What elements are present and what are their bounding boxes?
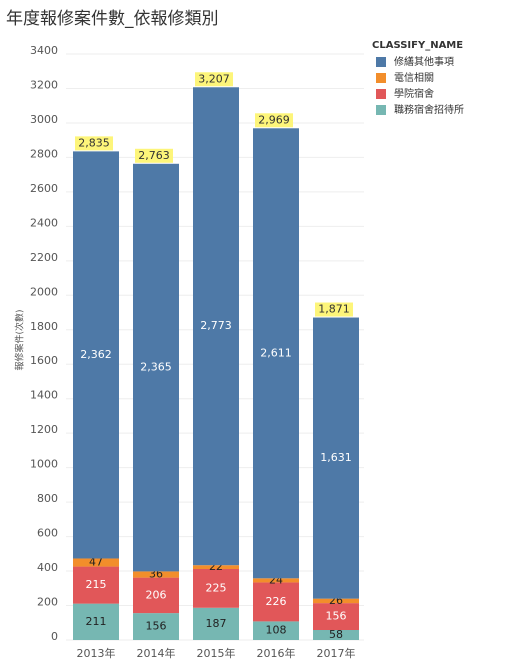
data-label: 156 — [326, 610, 347, 623]
y-tick-label: 1000 — [30, 458, 58, 471]
bar-segment — [133, 577, 179, 614]
y-tick-label: 200 — [37, 596, 58, 609]
data-label: 206 — [146, 588, 167, 601]
data-label: 187 — [206, 617, 227, 630]
bar-segment — [313, 630, 359, 640]
data-label: 215 — [86, 578, 107, 591]
data-label: 2,773 — [200, 319, 232, 332]
bar-segment — [193, 87, 239, 566]
total-label-bg — [75, 136, 113, 151]
y-tick-label: 1200 — [30, 423, 58, 436]
y-tick-label: 400 — [37, 561, 58, 574]
bar-segment — [73, 151, 119, 559]
y-tick-label: 2000 — [30, 285, 58, 298]
data-label: 58 — [329, 628, 343, 641]
bar-segment — [313, 598, 359, 604]
legend-title: CLASSIFY_NAME — [372, 40, 463, 51]
y-tick-label: 1400 — [30, 389, 58, 402]
total-label: 1,871 — [318, 303, 350, 316]
y-tick-label: 800 — [37, 492, 58, 505]
total-label-bg — [135, 148, 173, 163]
y-tick-label: 1800 — [30, 320, 58, 333]
y-tick-label: 600 — [37, 527, 58, 540]
bar-segment — [133, 163, 179, 572]
y-tick-label: 2800 — [30, 147, 58, 160]
legend-label: 學院宿舍 — [394, 87, 434, 100]
data-label: 1,631 — [320, 451, 352, 464]
x-tick-label: 2014年 — [137, 646, 176, 660]
bar-segment — [193, 568, 239, 608]
bar-segment — [133, 571, 179, 578]
data-label: 47 — [89, 556, 103, 569]
y-tick-label: 1600 — [30, 354, 58, 367]
bar-segment — [313, 603, 359, 631]
data-label: 2,611 — [260, 346, 292, 359]
x-tick-label: 2013年 — [77, 646, 116, 660]
y-tick-label: 2200 — [30, 251, 58, 264]
y-tick-label: 2600 — [30, 182, 58, 195]
y-tick-label: 3200 — [30, 78, 58, 91]
total-label-bg — [255, 113, 293, 128]
total-label: 2,835 — [78, 136, 110, 149]
legend-swatch — [376, 89, 386, 99]
y-tick-label: 0 — [51, 630, 58, 643]
bar-segment — [133, 613, 179, 640]
bar-segment — [193, 565, 239, 569]
bar-segment — [73, 603, 119, 640]
bar-segment — [313, 317, 359, 599]
legend-label: 電信相關 — [394, 71, 434, 84]
total-label: 2,763 — [138, 149, 170, 162]
y-tick-label: 3000 — [30, 113, 58, 126]
chart-title: 年度報修案件數_依報修類別 — [6, 9, 219, 29]
data-label: 2,362 — [80, 348, 112, 361]
legend-label: 職務宿舍招待所 — [394, 103, 464, 116]
data-label: 108 — [266, 624, 287, 637]
data-label: 211 — [86, 615, 107, 628]
bar-segment — [253, 578, 299, 583]
legend-label: 修繕其他事項 — [394, 55, 454, 68]
total-label-bg — [315, 302, 353, 317]
total-label: 2,969 — [258, 113, 290, 126]
total-label: 3,207 — [198, 72, 230, 85]
legend-swatch — [376, 105, 386, 115]
legend-swatch — [376, 73, 386, 83]
bar-segment — [73, 566, 119, 604]
data-label: 2,365 — [140, 361, 172, 374]
data-label: 226 — [266, 595, 287, 608]
total-label-bg — [195, 72, 233, 87]
legend-swatch — [376, 57, 386, 67]
bar-segment — [253, 621, 299, 640]
y-tick-label: 3400 — [30, 44, 58, 57]
x-tick-label: 2015年 — [197, 646, 236, 660]
bar-segment — [73, 558, 119, 567]
x-tick-label: 2016年 — [257, 646, 296, 660]
data-label: 156 — [146, 620, 167, 633]
bar-segment — [253, 582, 299, 622]
x-tick-label: 2017年 — [317, 646, 356, 660]
data-label: 225 — [206, 581, 227, 594]
bar-segment — [253, 128, 299, 579]
y-tick-label: 2400 — [30, 216, 58, 229]
y-axis-label: 報修案件(次數) — [14, 309, 26, 370]
bar-segment — [193, 607, 239, 640]
